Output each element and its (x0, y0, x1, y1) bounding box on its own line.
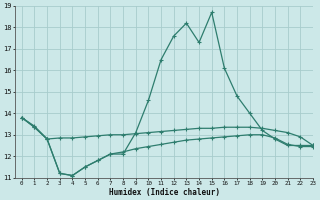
X-axis label: Humidex (Indice chaleur): Humidex (Indice chaleur) (109, 188, 220, 197)
